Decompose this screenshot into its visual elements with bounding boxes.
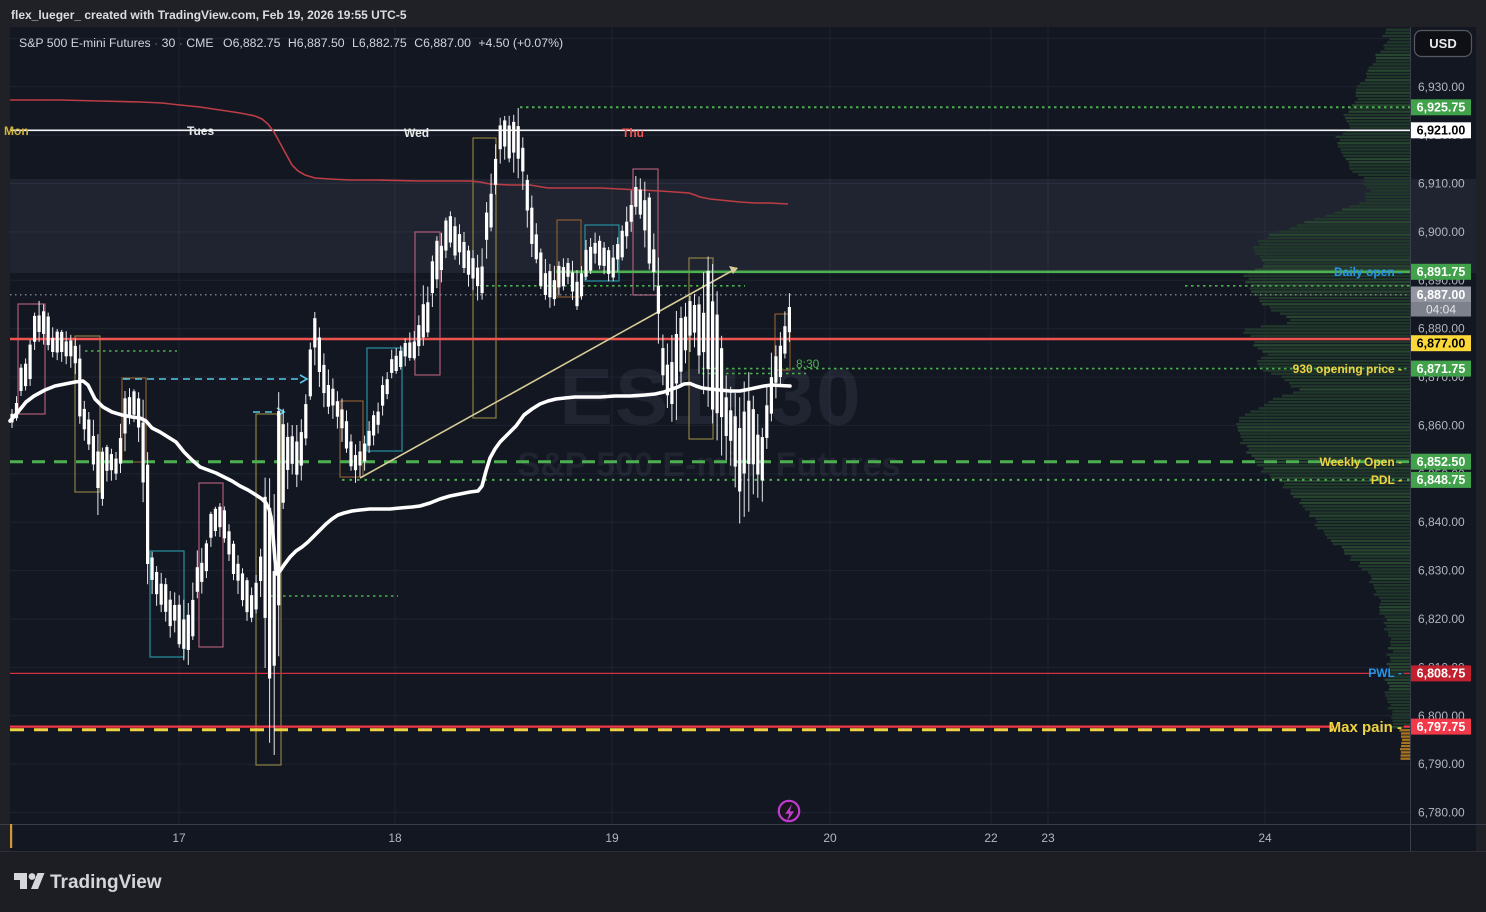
svg-text:6,925.75: 6,925.75 (1417, 101, 1466, 115)
svg-text:Thu: Thu (622, 126, 644, 140)
svg-text:Max pain -: Max pain - (1329, 719, 1402, 736)
svg-text:18: 18 (388, 831, 402, 845)
svg-text:Daily open -: Daily open - (1334, 265, 1402, 279)
svg-text:6,891.75: 6,891.75 (1417, 265, 1466, 279)
svg-text:6,900.00: 6,900.00 (1418, 225, 1465, 239)
svg-text:Weekly Open -: Weekly Open - (1320, 455, 1402, 469)
svg-text:23: 23 (1041, 831, 1055, 845)
svg-text:6,820.00: 6,820.00 (1418, 612, 1465, 626)
svg-text:flex_lueger_ created with Trad: flex_lueger_ created with TradingView.co… (11, 8, 407, 22)
svg-text:20: 20 (823, 831, 837, 845)
svg-text:6,871.75: 6,871.75 (1417, 362, 1466, 376)
svg-text:6,877.00: 6,877.00 (1417, 336, 1466, 350)
svg-text:6,852.50: 6,852.50 (1417, 455, 1466, 469)
svg-text:USD: USD (1429, 36, 1456, 51)
svg-text:6,840.00: 6,840.00 (1418, 515, 1465, 529)
svg-text:6,930.00: 6,930.00 (1418, 80, 1465, 94)
svg-text:6,860.00: 6,860.00 (1418, 418, 1465, 432)
svg-text:17: 17 (172, 831, 186, 845)
svg-text:930 opening price -: 930 opening price - (1293, 362, 1402, 376)
svg-text:6,797.75: 6,797.75 (1417, 720, 1466, 734)
svg-text:TradingView: TradingView (50, 872, 162, 893)
svg-text:PWL -: PWL - (1368, 666, 1402, 680)
svg-text:Wed: Wed (404, 126, 429, 140)
svg-text:6,808.75: 6,808.75 (1417, 667, 1466, 681)
svg-text:S&P 500 E-mini Futures · 30 ·: S&P 500 E-mini Futures · 30 · CME O6,882… (19, 36, 563, 50)
svg-text:22: 22 (984, 831, 998, 845)
svg-text:6,880.00: 6,880.00 (1418, 322, 1465, 336)
svg-text:24: 24 (1258, 831, 1272, 845)
svg-text:6,887.00: 6,887.00 (1417, 288, 1466, 302)
svg-text:6,848.75: 6,848.75 (1417, 473, 1466, 487)
svg-text:8:30: 8:30 (796, 357, 820, 371)
svg-text:04:04: 04:04 (1426, 303, 1456, 317)
svg-text:Tues: Tues (187, 124, 214, 138)
svg-text:6,921.00: 6,921.00 (1417, 124, 1466, 138)
svg-text:6,780.00: 6,780.00 (1418, 806, 1465, 820)
svg-text:19: 19 (605, 831, 619, 845)
svg-text:6,910.00: 6,910.00 (1418, 177, 1465, 191)
svg-text:Mon: Mon (4, 124, 29, 138)
svg-text:6,830.00: 6,830.00 (1418, 564, 1465, 578)
svg-text:PDL -: PDL - (1371, 473, 1402, 487)
svg-text:6,790.00: 6,790.00 (1418, 757, 1465, 771)
svg-text:S&P 500 E-mini Futures: S&P 500 E-mini Futures (518, 446, 901, 484)
